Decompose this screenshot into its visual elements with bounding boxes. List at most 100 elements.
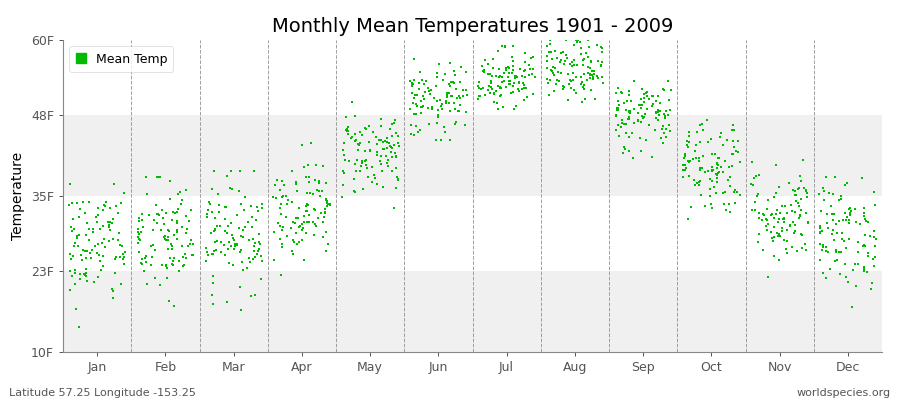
Point <box>769 162 783 168</box>
Point <box>840 214 854 220</box>
Point <box>389 185 403 191</box>
Point <box>204 230 219 236</box>
Point <box>859 243 873 250</box>
Point <box>434 137 448 143</box>
Point <box>857 265 871 272</box>
Point <box>79 273 94 279</box>
Point <box>102 222 116 228</box>
Point <box>251 208 266 214</box>
Point <box>827 211 842 218</box>
Point <box>130 240 145 246</box>
Point <box>695 121 709 128</box>
Point <box>857 268 871 274</box>
Point <box>764 211 778 218</box>
Point <box>856 242 870 249</box>
Point <box>113 242 128 248</box>
Point <box>347 131 362 138</box>
Point <box>206 168 220 174</box>
Point <box>643 96 657 102</box>
Point <box>314 210 328 216</box>
Point <box>622 116 636 122</box>
Point <box>695 164 709 171</box>
Point <box>725 150 740 157</box>
Point <box>620 97 634 104</box>
Point <box>477 67 491 74</box>
Point <box>575 57 590 63</box>
Point <box>62 251 77 257</box>
Point <box>295 141 310 148</box>
Point <box>448 106 463 112</box>
Point <box>702 186 716 193</box>
Point <box>63 268 77 274</box>
Point <box>828 258 842 264</box>
Point <box>770 230 785 236</box>
Point <box>515 73 529 79</box>
Point <box>631 117 645 123</box>
Point <box>507 67 521 74</box>
Point <box>364 179 379 185</box>
Point <box>384 148 399 155</box>
Point <box>65 228 79 234</box>
Point <box>788 222 802 228</box>
Point <box>431 113 446 120</box>
Point <box>595 49 609 55</box>
Point <box>379 135 393 141</box>
Point <box>204 292 219 299</box>
Point <box>652 100 667 106</box>
Point <box>320 240 335 247</box>
Point <box>645 103 660 109</box>
Point <box>374 116 389 122</box>
Point <box>165 246 179 252</box>
Point <box>838 182 852 188</box>
Point <box>294 220 309 227</box>
Point <box>412 86 427 92</box>
Point <box>779 210 794 216</box>
Point <box>384 145 399 152</box>
Point <box>543 41 557 48</box>
Point <box>651 109 665 116</box>
Point <box>584 87 598 93</box>
Point <box>517 97 531 103</box>
Point <box>387 149 401 156</box>
Point <box>390 174 404 180</box>
Point <box>502 81 517 87</box>
Point <box>566 87 580 94</box>
Point <box>678 152 692 159</box>
Point <box>221 260 236 266</box>
Point <box>355 160 369 166</box>
Point <box>718 157 733 164</box>
Point <box>834 196 849 202</box>
Point <box>723 174 737 180</box>
Point <box>552 78 566 84</box>
Point <box>813 223 827 229</box>
Point <box>485 65 500 72</box>
Point <box>611 107 625 113</box>
Point <box>867 262 881 269</box>
Point <box>274 205 288 211</box>
Point <box>205 186 220 192</box>
Point <box>286 237 301 244</box>
Point <box>404 130 419 137</box>
Point <box>170 236 184 242</box>
Point <box>819 248 833 255</box>
Point <box>581 37 596 43</box>
Point <box>199 245 213 252</box>
Point <box>771 219 786 225</box>
Point <box>374 123 389 129</box>
Point <box>140 280 154 287</box>
Point <box>309 223 323 229</box>
Point <box>246 256 260 262</box>
Point <box>176 262 191 268</box>
Point <box>158 237 173 244</box>
Point <box>559 37 573 43</box>
Point <box>495 73 509 80</box>
Point <box>838 210 852 216</box>
Point <box>553 59 567 65</box>
Point <box>868 234 882 240</box>
Point <box>868 188 882 195</box>
Point <box>309 162 323 168</box>
Point <box>205 208 220 215</box>
Point <box>856 209 870 216</box>
Point <box>752 210 767 216</box>
Point <box>235 259 249 266</box>
